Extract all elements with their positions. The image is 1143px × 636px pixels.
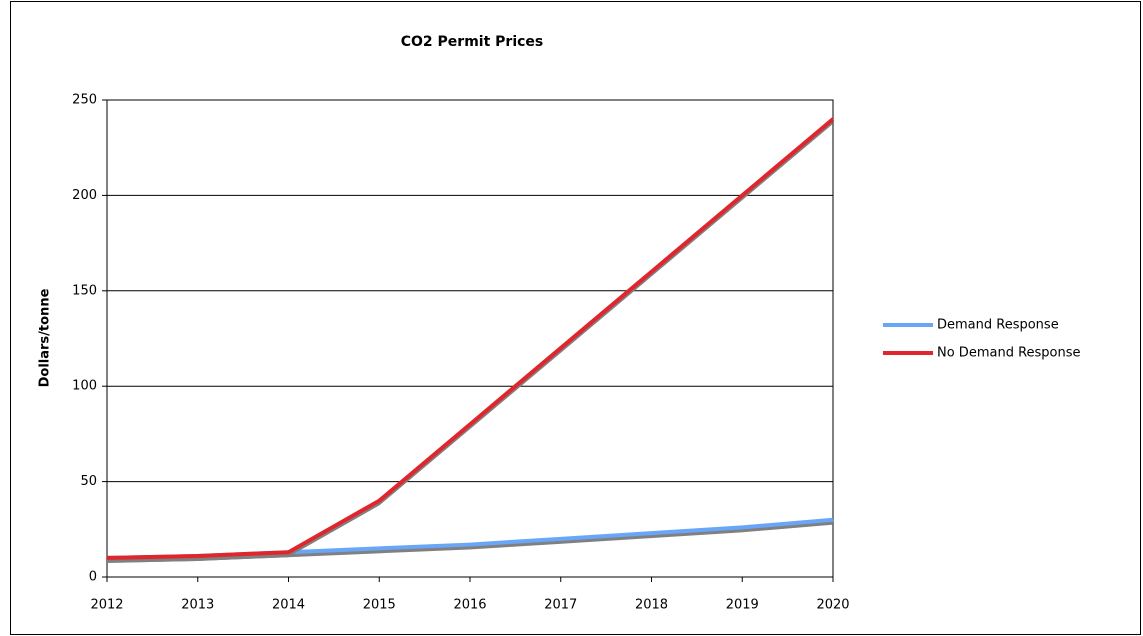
chart-border — [10, 1, 1141, 635]
x-tick-label: 2012 — [90, 598, 123, 613]
y-axis-label: Dollars/tonne — [38, 288, 53, 387]
legend-label: Demand Response — [937, 318, 1059, 333]
y-tick-label: 0 — [89, 570, 97, 585]
y-tick-label: 100 — [72, 379, 97, 394]
y-tick-label: 250 — [72, 93, 97, 108]
x-tick-label: 2015 — [363, 598, 396, 613]
legend-label: No Demand Response — [937, 346, 1081, 361]
x-tick-label: 2013 — [181, 598, 214, 613]
x-tick-label: 2014 — [272, 598, 305, 613]
x-tick-label: 2018 — [635, 598, 668, 613]
series-group — [106, 117, 835, 560]
chart-title: CO2 Permit Prices — [401, 34, 544, 50]
x-tick-label: 2017 — [544, 598, 577, 613]
series-line — [106, 117, 835, 560]
x-tick-label: 2020 — [816, 598, 849, 613]
y-tick-label: 200 — [72, 188, 97, 203]
x-tick-label: 2016 — [453, 598, 486, 613]
x-tick-label: 2019 — [726, 598, 759, 613]
y-tick-label: 50 — [80, 474, 97, 489]
y-tick-label: 150 — [72, 283, 97, 298]
